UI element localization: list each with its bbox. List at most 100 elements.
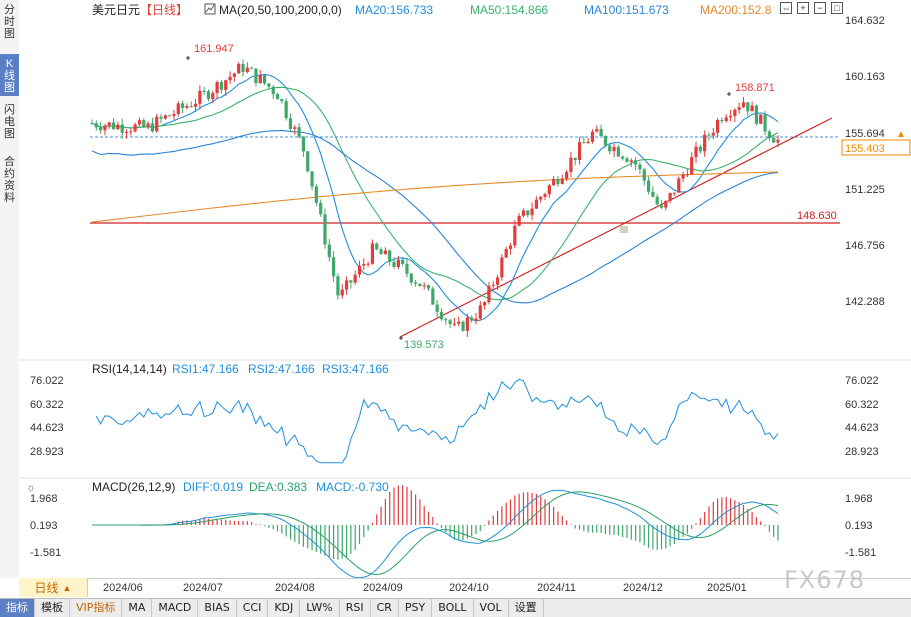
period-selector[interactable]: 日线 ▲ [19,578,88,597]
candle-body [323,214,327,245]
candle-body [621,156,625,159]
toolbar-tab-6[interactable]: CCI [237,599,269,617]
toolbar-tab-11[interactable]: PSY [399,599,433,617]
toolbar-tab-12[interactable]: BOLL [432,599,474,617]
toolbar-tab-1[interactable]: 模板 [35,599,70,617]
zoom-out-icon[interactable]: − [814,2,826,14]
tab-contract-info[interactable]: 合约资料 [4,156,15,204]
candle-body [767,131,771,139]
ma20-value: MA20:156.733 [355,3,433,17]
candle-body [457,321,461,324]
rsi3-value: RSI3:47.166 [322,362,389,376]
candle-body [211,93,215,100]
candle-body [133,124,137,132]
rsi-tick-right: 60.322 [845,399,879,411]
chart-canvas[interactable]: 164.632 160.163 151.225 146.756 142.288 … [0,0,911,578]
candle-body [146,123,150,128]
candle-body [651,191,655,197]
candle-body [616,146,620,157]
candle-body [612,146,616,152]
candle-body [698,146,702,152]
candle-body [746,102,750,112]
candle-body [720,120,724,122]
macd-tick-right: 1.968 [845,493,873,505]
candle-body [625,158,629,162]
candle-body [288,118,293,129]
candle-body [694,146,698,158]
candle-body [586,141,590,144]
support-level-label: 148.630 [797,210,837,222]
candle-body [349,280,353,283]
ma50-value: MA50:154.866 [470,3,548,17]
candle-body [344,280,349,290]
candle-body [293,127,297,129]
date-label: 2024/07 [183,582,223,594]
candle-body [362,264,366,266]
candle-body [728,116,733,118]
candle-body [159,116,163,119]
candle-body [219,82,224,90]
macd-tick-left: 1.968 [30,493,58,505]
indicator-toggle-icon[interactable] [204,3,216,15]
symbol-label: 美元日元 [92,3,140,17]
candle-body [405,263,409,274]
candle-body [215,82,219,94]
fullscreen-icon[interactable]: □ [831,2,843,14]
toolbar-tab-9[interactable]: RSI [340,599,371,617]
rsi-tick-right: 44.623 [845,422,879,434]
toolbar-tab-13[interactable]: VOL [474,599,509,617]
candle-body [642,169,646,181]
candle-body [517,215,521,226]
toolbar-tab-0[interactable]: 指标 [0,599,35,617]
candle-body [262,75,267,84]
zoom-in-icon[interactable]: + [797,2,809,14]
ma-settings-label: MA(20,50,100,200,0,0) [219,3,342,17]
tab-flash-chart[interactable]: 闪电图 [4,104,15,140]
candle-body [461,321,465,331]
candle-body [254,68,258,84]
candle-body [120,124,124,133]
toolbar-tab-4[interactable]: MACD [152,599,199,617]
expand-icon[interactable]: ⇔ [780,2,792,14]
tab-time-sharing[interactable]: 分时图 [4,4,15,40]
candle-body [202,90,206,92]
ma100-line [91,130,779,304]
macd-tick-left: -1.581 [30,547,61,559]
price-tick: 155.694 [845,128,885,140]
candle-body [383,250,387,255]
candle-body [659,204,664,208]
candle-body [508,245,513,249]
candle-body [677,178,681,193]
candle-body [733,109,737,117]
toolbar-tab-3[interactable]: MA [122,599,153,617]
candle-body [301,136,306,152]
watermark: FX678 [784,566,866,594]
candle-body [336,276,340,296]
toolbar-tab-7[interactable]: KDJ [268,599,301,617]
period-tag: 【日线】 [140,3,188,17]
candle-body [426,285,431,289]
macd-settings-icon[interactable]: ☼ [26,482,36,494]
candle-body [237,63,241,74]
candle-body [332,257,336,277]
macd-tick-right: 0.193 [845,520,873,532]
date-label: 2025/01 [707,582,747,594]
candle-body [142,120,146,128]
toolbar-tab-8[interactable]: LW% [300,599,340,617]
toolbar-tab-5[interactable]: BIAS [198,599,237,617]
candle-body [353,274,357,283]
candle-body [547,185,551,195]
toolbar-tab-14[interactable]: 设置 [509,599,544,617]
toolbar-tab-10[interactable]: CR [371,599,399,617]
candle-body [388,250,392,262]
candle-body [124,131,129,133]
candle-body [452,323,457,325]
date-label: 2024/08 [275,582,315,594]
candle-body [711,132,715,136]
current-price-tag: 155.403 [845,143,885,155]
candle-body [483,302,487,306]
candle-body [155,116,159,132]
toolbar-tab-2[interactable]: VIP指标 [70,599,123,617]
candle-body [439,311,444,320]
